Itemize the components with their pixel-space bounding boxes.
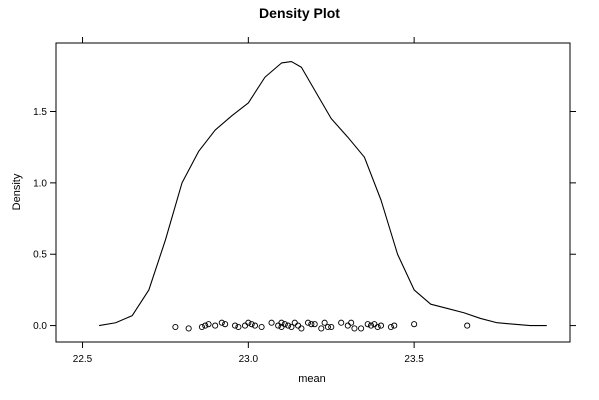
rug-point — [288, 323, 295, 331]
plot-border — [55, 42, 571, 343]
rug-point — [318, 325, 325, 332]
rug-point — [212, 322, 219, 329]
plot-frame — [55, 42, 571, 343]
rug-point — [251, 322, 259, 329]
rug-point — [205, 321, 212, 328]
rug-point — [222, 321, 229, 328]
rug-point — [172, 323, 179, 331]
rug-point — [387, 323, 394, 331]
rug-point — [328, 323, 335, 331]
rug-point — [348, 319, 355, 326]
axis-tick-labels: 22.5 23.0 23.5 0.0 0.5 1.0 1.5 — [33, 107, 424, 365]
rug-point — [241, 322, 249, 329]
rug-point — [291, 319, 298, 326]
rug-point — [338, 319, 345, 326]
axis-ticks — [50, 37, 576, 348]
rug-point — [321, 319, 328, 326]
rug-point — [411, 321, 418, 328]
rug-point — [232, 322, 239, 329]
rug-point — [185, 325, 192, 332]
rug-point — [245, 319, 252, 326]
rug-point — [377, 322, 385, 329]
rug-point — [198, 323, 205, 331]
rug-point — [275, 322, 282, 329]
rug-point — [235, 323, 242, 331]
rug-point — [258, 323, 265, 331]
rug-point — [285, 322, 292, 329]
x-tick-label: 22.5 — [73, 354, 93, 365]
rug-point — [351, 325, 358, 332]
rug-point — [344, 322, 351, 329]
y-tick-label: 1.0 — [33, 178, 47, 189]
data-marks — [99, 61, 547, 332]
y-tick-label: 0.0 — [33, 321, 47, 332]
rug-point — [358, 325, 365, 332]
rug-point — [311, 321, 318, 328]
x-tick-label: 23.0 — [239, 354, 259, 365]
y-axis-label: Density — [11, 173, 23, 210]
rug-point — [304, 319, 312, 326]
rug-point — [308, 321, 315, 328]
rug-point — [464, 322, 471, 329]
x-tick-label: 23.5 — [404, 354, 424, 365]
rug-point — [391, 322, 398, 329]
rug-point — [202, 322, 209, 329]
y-tick-label: 1.5 — [33, 107, 47, 118]
rug-point — [278, 319, 285, 326]
rug-point — [324, 323, 331, 331]
rug-point — [281, 321, 288, 328]
rug-point — [371, 321, 378, 328]
y-tick-label: 0.5 — [33, 250, 47, 261]
density-curve — [99, 61, 547, 327]
rug-point — [298, 325, 305, 332]
rug-point — [248, 321, 255, 328]
x-axis-label: mean — [298, 373, 326, 385]
chart-title: Density Plot — [259, 5, 340, 21]
rug-point — [374, 323, 381, 331]
rug-point — [367, 322, 375, 329]
rug-point — [218, 319, 225, 326]
rug-point — [364, 321, 371, 328]
rug-point — [268, 319, 275, 326]
rug-point — [295, 322, 302, 329]
